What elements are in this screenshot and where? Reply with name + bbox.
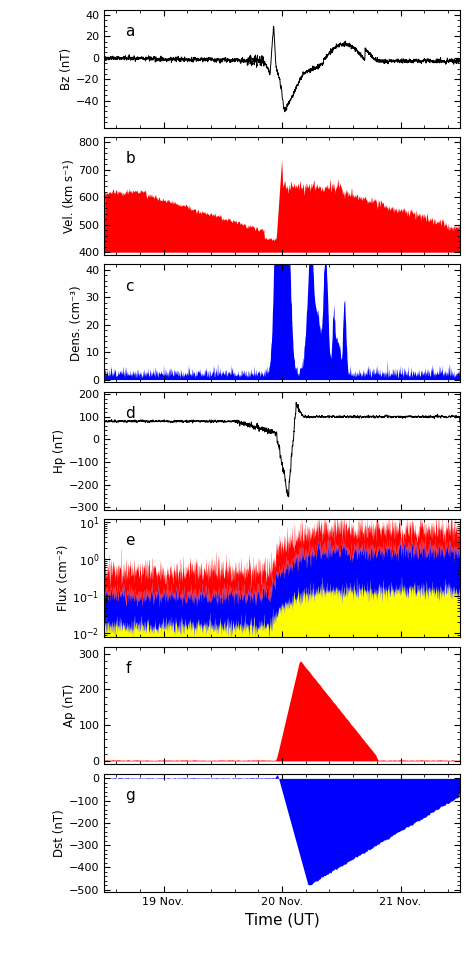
Text: d: d [126, 406, 136, 421]
X-axis label: Time (UT): Time (UT) [245, 912, 319, 927]
Text: f: f [126, 661, 131, 676]
Text: g: g [126, 788, 136, 803]
Y-axis label: Flux (cm⁻²): Flux (cm⁻²) [56, 545, 70, 611]
Y-axis label: Dst (nT): Dst (nT) [53, 809, 66, 856]
Text: e: e [126, 533, 135, 549]
Y-axis label: Hp (nT): Hp (nT) [53, 429, 66, 473]
Text: a: a [126, 24, 135, 38]
Text: c: c [126, 278, 134, 293]
Y-axis label: Ap (nT): Ap (nT) [63, 684, 75, 727]
Text: b: b [126, 152, 136, 166]
Y-axis label: Bz (nT): Bz (nT) [60, 48, 73, 89]
Y-axis label: Dens. (cm⁻³): Dens. (cm⁻³) [70, 286, 82, 362]
Y-axis label: Vel. (km s⁻¹): Vel. (km s⁻¹) [63, 159, 75, 233]
